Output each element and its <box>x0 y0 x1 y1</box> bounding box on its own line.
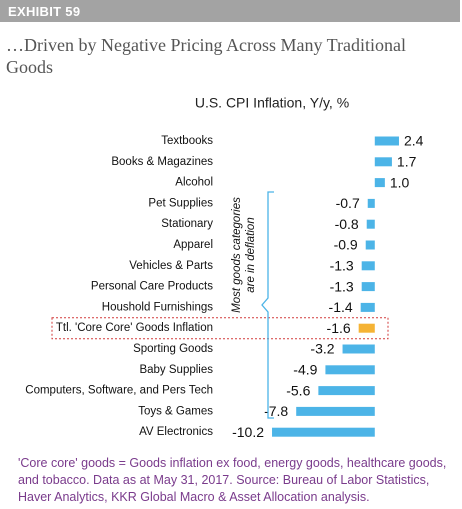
category-label: Stationary <box>161 218 213 230</box>
category-label: Personal Care Products <box>91 281 213 293</box>
bar <box>367 198 375 208</box>
value-label: -4.9 <box>293 362 317 378</box>
bar <box>360 302 375 312</box>
bar <box>374 157 392 167</box>
bar <box>374 136 399 146</box>
category-label: Books & Magazines <box>111 156 213 168</box>
value-label: -0.9 <box>334 237 358 253</box>
category-label: Pet Supplies <box>148 197 213 209</box>
bracket <box>261 191 274 419</box>
category-label: Ttl. 'Core Core' Goods Inflation <box>56 322 213 334</box>
page-title: …Driven by Negative Pricing Across Many … <box>6 35 406 77</box>
chart-title: U.S. CPI Inflation, Y/y, % <box>195 95 349 111</box>
category-label: Vehicles & Parts <box>129 260 213 272</box>
value-label: -1.6 <box>327 320 351 336</box>
value-label: -10.2 <box>232 424 264 440</box>
category-label: Toys & Games <box>138 405 213 417</box>
value-label: -1.3 <box>330 258 354 274</box>
bar <box>366 219 375 229</box>
category-label: Baby Supplies <box>139 364 213 376</box>
header-bar: EXHIBIT 59 <box>0 0 460 22</box>
bar <box>361 282 375 292</box>
category-label: Alcohol <box>175 177 213 189</box>
value-label: 2.4 <box>404 133 424 149</box>
bar <box>296 406 375 416</box>
category-label: Apparel <box>173 239 213 251</box>
annotation-line: are in deflation <box>245 217 257 292</box>
exhibit-label: EXHIBIT 59 <box>8 4 81 19</box>
value-label: -0.8 <box>335 216 359 232</box>
value-label: -1.3 <box>330 278 354 294</box>
value-label: -5.6 <box>286 382 310 398</box>
value-label: -7.8 <box>264 403 288 419</box>
bar <box>342 344 375 354</box>
bar <box>365 240 375 250</box>
value-label: -3.2 <box>310 341 334 357</box>
category-label: AV Electronics <box>139 426 213 438</box>
value-label: -1.4 <box>329 299 353 315</box>
category-label: Textbooks <box>161 135 213 147</box>
bar <box>325 365 375 375</box>
annotation: Most goods categories are in deflation <box>231 197 257 313</box>
category-label: Computers, Software, and Pers Tech <box>25 385 213 397</box>
footnote: 'Core core' goods = Goods inflation ex f… <box>18 456 447 504</box>
bar <box>361 261 375 271</box>
highlight-box <box>51 317 389 340</box>
annotation-line: Most goods categories <box>231 197 243 313</box>
bar <box>318 386 375 396</box>
value-label: 1.0 <box>390 174 410 190</box>
chart: U.S. CPI Inflation, Y/y, % Textbooks 2.4 B… <box>25 95 424 440</box>
bar <box>374 178 385 188</box>
category-label: Sporting Goods <box>133 343 213 355</box>
category-label: Houshold Furnishings <box>102 301 213 313</box>
bar <box>358 323 375 333</box>
value-label: -0.7 <box>336 195 360 211</box>
value-label: 1.7 <box>397 154 417 170</box>
bar <box>272 427 375 437</box>
